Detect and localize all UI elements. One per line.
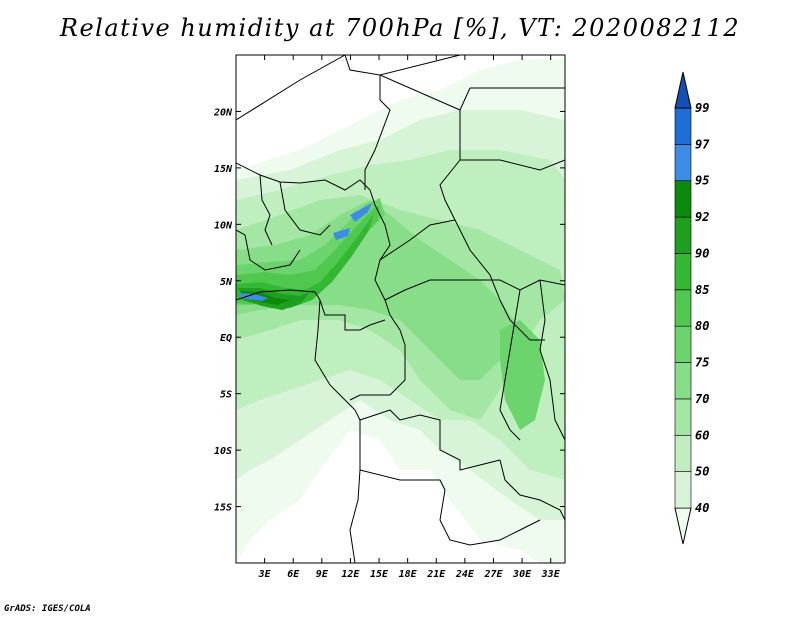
border-line [460, 159, 565, 171]
colorbar-label: 75 [695, 356, 709, 370]
border-line [539, 279, 565, 441]
border-line [499, 459, 565, 521]
border-line [349, 420, 361, 563]
lat-tick-label: 10N [214, 220, 233, 231]
lon-tick-label: 24E [455, 569, 475, 580]
border-line [499, 289, 521, 441]
colorbar-box [674, 471, 692, 509]
border-line [459, 87, 471, 111]
colorbar-label: 99 [695, 101, 709, 115]
colorbar-box [674, 362, 692, 400]
colorbar-label: 92 [695, 210, 709, 224]
lat-tick-label: 5S [220, 390, 232, 401]
map-frame [235, 54, 566, 564]
border-line [314, 299, 346, 401]
colorbar-label: 70 [695, 392, 709, 406]
lon-tick-label: 21E [426, 569, 446, 580]
border-line [379, 219, 456, 261]
colorbar-label: 60 [695, 428, 709, 442]
colorbar-box [674, 434, 692, 472]
border-line [319, 299, 386, 331]
colorbar-label: 95 [695, 174, 709, 188]
border-line [236, 289, 321, 301]
border-line [236, 229, 301, 271]
colorbar-label: 50 [695, 465, 709, 479]
colorbar-upper-arrow [674, 71, 692, 109]
country-borders [236, 55, 565, 563]
border-line [344, 399, 501, 471]
border-line [379, 55, 461, 76]
colorbar-box [674, 216, 692, 254]
border-line [384, 279, 565, 301]
colorbar-label: 85 [695, 283, 709, 297]
colorbar-box [674, 107, 692, 145]
lat-tick-label: 15N [214, 164, 233, 175]
colorbar-label: 90 [695, 246, 709, 260]
border-line [359, 469, 541, 546]
border-line [259, 174, 273, 246]
lon-tick-label: 3E [258, 569, 272, 580]
colorbar-lower-arrow [674, 507, 692, 545]
rh-80-east-band [500, 320, 545, 430]
lon-axis: 3E 6E 9E 12E 15E 18E 21E 24E 27E 30E 33E [258, 55, 561, 580]
lon-tick-label: 15E [370, 569, 389, 580]
lat-tick-label: EQ [220, 333, 232, 344]
border-line [236, 55, 346, 121]
lon-tick-label: 12E [341, 569, 360, 580]
lon-tick-label: 18E [399, 569, 418, 580]
lat-tick-label: 10S [214, 446, 232, 457]
border-line [349, 314, 406, 401]
lon-tick-label: 33E [541, 569, 561, 580]
colorbar-box [674, 180, 692, 218]
colorbar-box [674, 325, 692, 363]
credit-text: GrADS: IGES/COLA [4, 604, 91, 614]
humidity-field [236, 55, 565, 563]
rh-97-region-central [333, 228, 350, 240]
colorbar-box [674, 289, 692, 327]
lon-tick-label: 6E [287, 569, 300, 580]
rh-85-region [236, 205, 380, 305]
colorbar: 40 50 60 70 75 80 85 90 92 95 97 99 [674, 71, 710, 545]
lat-tick-label: 5N [220, 277, 233, 288]
colorbar-label: 80 [695, 319, 709, 333]
colorbar-box [674, 253, 692, 291]
lat-tick-label: 20N [213, 107, 233, 118]
lat-axis: 20N 15N 10N 5N EQ 5S 10S 15S [213, 107, 565, 514]
lat-tick-label: 15S [214, 503, 232, 514]
colorbar-box [674, 398, 692, 436]
lon-tick-label: 9E [316, 569, 329, 580]
border-line [236, 162, 376, 206]
border-line [279, 181, 331, 236]
rh-97-region-north [350, 203, 372, 222]
colorbar-label: 97 [695, 137, 710, 151]
rh-75-region [236, 200, 520, 380]
colorbar-label: 40 [695, 501, 709, 515]
chart-title: Relative humidity at 700hPa [%], VT: 202… [59, 14, 741, 42]
rh-97-region [240, 293, 268, 301]
lon-tick-label: 27E [483, 569, 503, 580]
border-line [344, 55, 391, 190]
colorbar-box [674, 144, 692, 182]
rh-90-region [236, 214, 374, 308]
border-line [379, 74, 501, 301]
border-line [499, 299, 545, 341]
lon-tick-label: 30E [512, 569, 532, 580]
